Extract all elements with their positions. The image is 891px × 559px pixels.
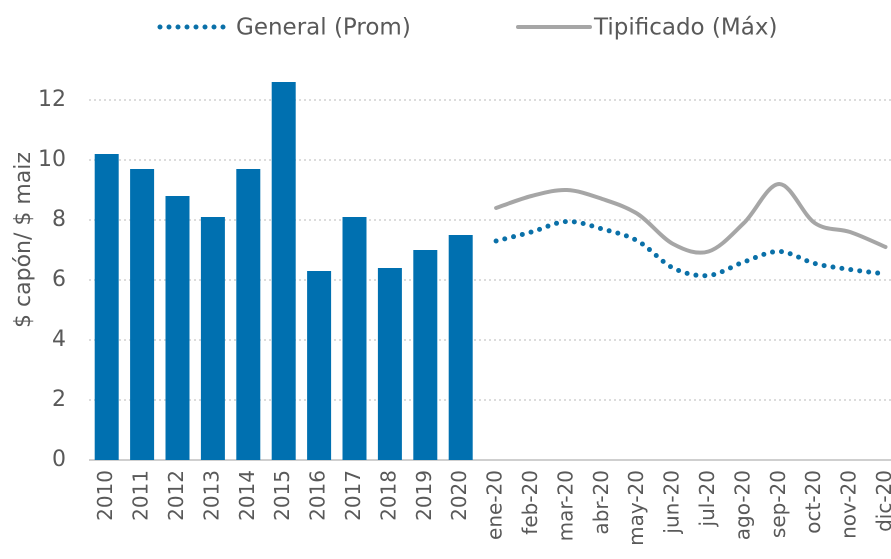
bar [236,169,261,460]
x-tick-label: may-20 [624,470,648,546]
x-tick-label: sep-20 [766,470,790,538]
bar [200,217,225,460]
legend-label: Tipificado (Máx) [593,15,777,41]
x-tick-label: jul-20 [695,470,719,527]
y-tick-label: 2 [52,387,66,412]
x-tick-label: feb-20 [518,470,542,535]
x-tick-label: jun-20 [660,470,684,535]
y-tick-label: 6 [52,267,66,292]
x-tick-label: abr-20 [589,470,613,535]
bar [342,217,367,460]
bar [271,82,296,460]
bar [94,154,119,460]
x-tick-label: 2014 [235,470,259,521]
x-tick-label: 2017 [341,470,365,521]
legend-label: General (Prom) [236,15,411,41]
y-tick-label: 0 [52,447,66,472]
x-tick-label: mar-20 [553,470,577,541]
x-tick-label: ago-20 [730,470,754,540]
x-tick-label: ene-20 [483,470,507,540]
x-tick-label: oct-20 [801,470,825,534]
x-tick-label: dic-20 [872,470,891,532]
bar [165,196,190,460]
bar [377,268,402,460]
x-tick-label: 2019 [412,470,436,521]
x-tick-label: nov-20 [837,470,861,539]
line [493,218,888,279]
x-tick-label: 2012 [164,470,188,521]
y-axis-label: $ capón/ $ maiz [11,152,36,328]
x-tick-label: 2011 [129,470,153,521]
y-tick-label: 4 [52,327,66,352]
bar [448,235,473,460]
x-tick-label: 2015 [270,470,294,521]
bar [413,250,438,460]
line [494,181,888,255]
bar [130,169,155,460]
x-tick-label: 2020 [447,470,471,521]
bar [307,271,332,460]
y-tick-label: 10 [38,147,66,172]
x-tick-label: 2016 [306,470,330,521]
y-tick-label: 8 [52,207,66,232]
y-tick-label: 12 [38,87,66,112]
x-tick-label: 2010 [93,470,117,521]
x-tick-label: 2018 [376,470,400,521]
x-tick-label: 2013 [199,470,223,521]
